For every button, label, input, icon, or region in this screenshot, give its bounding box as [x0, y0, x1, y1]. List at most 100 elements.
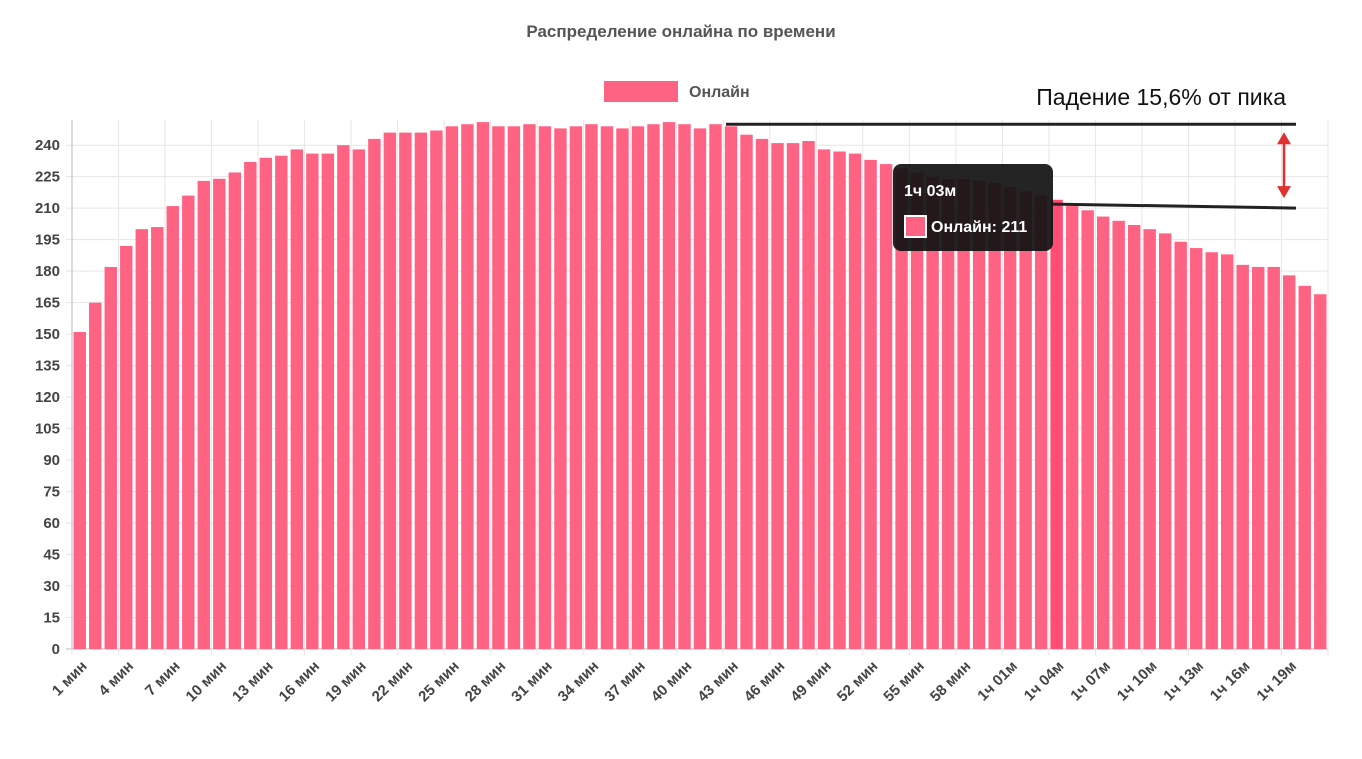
bar[interactable] — [73, 332, 86, 649]
bar[interactable] — [569, 126, 583, 650]
bar[interactable] — [1050, 199, 1063, 649]
peak-drop-annotation: Падение 15,6% от пика — [726, 84, 1297, 210]
bar[interactable] — [1143, 229, 1156, 649]
tooltip-background — [893, 164, 1053, 251]
bar[interactable] — [1158, 233, 1172, 649]
bar[interactable] — [1252, 266, 1265, 649]
bar[interactable] — [678, 124, 691, 649]
bars[interactable] — [73, 122, 1327, 650]
bar[interactable] — [445, 126, 459, 650]
bar[interactable] — [166, 206, 179, 650]
bar[interactable] — [910, 172, 924, 649]
y-tick-label: 195 — [35, 232, 60, 249]
bar[interactable] — [864, 159, 877, 649]
bar[interactable] — [476, 122, 490, 650]
bar[interactable] — [1283, 275, 1296, 649]
y-tick-label: 45 — [43, 547, 60, 564]
bar[interactable] — [321, 153, 335, 650]
bar[interactable] — [1096, 216, 1110, 650]
bar[interactable] — [879, 164, 893, 650]
x-tick-label: 1ч 10м — [1114, 658, 1161, 705]
y-tick-label: 0 — [52, 641, 60, 658]
bar[interactable] — [197, 180, 211, 649]
y-tick-label: 75 — [43, 484, 60, 501]
bar[interactable] — [1236, 264, 1249, 649]
bar[interactable] — [182, 195, 195, 650]
bar[interactable] — [709, 124, 722, 649]
bar[interactable] — [786, 143, 800, 650]
bar[interactable] — [941, 178, 955, 649]
bar[interactable] — [631, 126, 645, 650]
bar[interactable] — [228, 172, 242, 649]
bar[interactable] — [1298, 285, 1311, 649]
bar[interactable] — [693, 128, 707, 649]
x-tick-label: 43 мин — [694, 658, 742, 706]
bar[interactable] — [848, 153, 862, 650]
bar[interactable] — [492, 126, 505, 650]
bar[interactable] — [1034, 195, 1048, 650]
legend[interactable]: Онлайн — [604, 81, 750, 102]
bar[interactable] — [383, 132, 397, 650]
bar[interactable] — [585, 124, 598, 649]
bar[interactable] — [1267, 266, 1280, 649]
bar[interactable] — [213, 178, 226, 649]
bar[interactable] — [1003, 187, 1017, 649]
x-tick-label: 1 мин — [49, 658, 91, 700]
bar[interactable] — [740, 134, 753, 649]
bar[interactable] — [1127, 224, 1141, 649]
bar[interactable] — [1189, 248, 1203, 650]
bar[interactable] — [89, 302, 102, 649]
bar[interactable] — [120, 245, 133, 649]
bar[interactable] — [461, 124, 474, 649]
bar[interactable] — [957, 178, 970, 649]
bar[interactable] — [662, 122, 676, 650]
bar[interactable] — [259, 157, 273, 650]
bar[interactable] — [1019, 191, 1032, 649]
bar[interactable] — [1205, 252, 1218, 649]
x-tick-label: 28 мин — [462, 658, 510, 706]
bar[interactable] — [817, 149, 831, 649]
bar[interactable] — [1081, 210, 1094, 649]
bar[interactable] — [290, 149, 304, 649]
bar[interactable] — [616, 128, 629, 649]
bar[interactable] — [926, 176, 939, 649]
bar[interactable] — [1314, 294, 1327, 649]
bar[interactable] — [1221, 254, 1234, 649]
x-tick-label: 1ч 16м — [1207, 658, 1254, 705]
bar[interactable] — [802, 140, 815, 649]
bar[interactable] — [988, 182, 1001, 649]
x-tick-label: 16 мин — [276, 658, 324, 706]
bar[interactable] — [399, 132, 412, 650]
bar[interactable] — [538, 126, 552, 650]
x-tick-label: 10 мин — [183, 658, 231, 706]
bar[interactable] — [647, 124, 660, 649]
bar[interactable] — [1112, 220, 1125, 649]
bar[interactable] — [554, 128, 567, 649]
bar[interactable] — [275, 155, 288, 649]
tooltip-title: 1ч 03м — [904, 183, 956, 200]
bar[interactable] — [833, 151, 846, 649]
bar[interactable] — [352, 149, 366, 649]
bar[interactable] — [1065, 206, 1079, 650]
y-tick-label: 225 — [35, 169, 60, 186]
bar[interactable] — [368, 138, 381, 649]
bar[interactable] — [972, 180, 986, 649]
bar[interactable] — [151, 227, 164, 650]
bar[interactable] — [755, 138, 769, 649]
x-tick-label: 1ч 13м — [1160, 658, 1207, 705]
bar[interactable] — [430, 130, 443, 649]
bar[interactable] — [724, 126, 738, 650]
bar[interactable] — [244, 161, 257, 649]
bar[interactable] — [337, 145, 350, 649]
bar[interactable] — [895, 168, 908, 650]
bar[interactable] — [523, 124, 536, 649]
bar[interactable] — [507, 126, 521, 650]
bar[interactable] — [306, 153, 319, 650]
bar[interactable] — [771, 143, 784, 650]
bar[interactable] — [600, 126, 614, 650]
bar[interactable] — [135, 229, 148, 649]
bar[interactable] — [104, 266, 117, 649]
bar[interactable] — [1174, 241, 1187, 649]
bar[interactable] — [414, 132, 428, 650]
